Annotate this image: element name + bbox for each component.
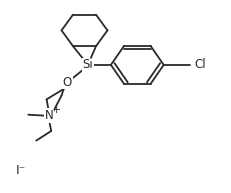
Text: Cl: Cl	[195, 58, 206, 71]
Text: Si: Si	[82, 58, 93, 71]
Text: N: N	[45, 109, 53, 122]
Text: I⁻: I⁻	[16, 164, 26, 177]
Text: +: +	[52, 105, 61, 114]
Text: O: O	[63, 76, 72, 89]
